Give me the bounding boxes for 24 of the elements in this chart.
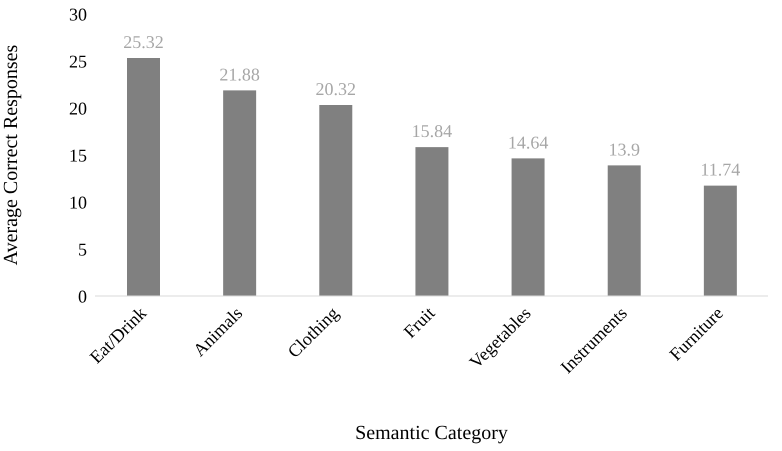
bar xyxy=(608,165,641,296)
data-label: 25.32 xyxy=(123,32,164,52)
data-label: 14.64 xyxy=(508,132,548,152)
y-axis-title: Average Correct Responses xyxy=(0,44,22,266)
y-tick-label: 0 xyxy=(78,286,87,306)
x-axis-title: Semantic Category xyxy=(355,422,508,444)
bar xyxy=(319,104,352,296)
y-tick-label: 25 xyxy=(69,51,87,72)
bar xyxy=(127,58,160,296)
data-label: 13.9 xyxy=(608,139,640,160)
bar xyxy=(223,90,256,296)
bar xyxy=(704,186,737,296)
data-label: 21.88 xyxy=(219,64,260,84)
y-tick-label: 5 xyxy=(78,239,87,260)
x-tick-label: Fruit xyxy=(400,302,439,342)
y-tick-label: 20 xyxy=(69,98,87,118)
bar xyxy=(512,158,545,296)
y-tick-label: 10 xyxy=(69,192,87,212)
data-label: 15.84 xyxy=(412,121,452,142)
bar xyxy=(415,147,448,296)
data-label: 11.74 xyxy=(700,160,740,180)
y-tick-label: 30 xyxy=(69,4,87,24)
y-tick-label: 15 xyxy=(69,145,87,166)
data-label: 20.32 xyxy=(316,78,356,99)
